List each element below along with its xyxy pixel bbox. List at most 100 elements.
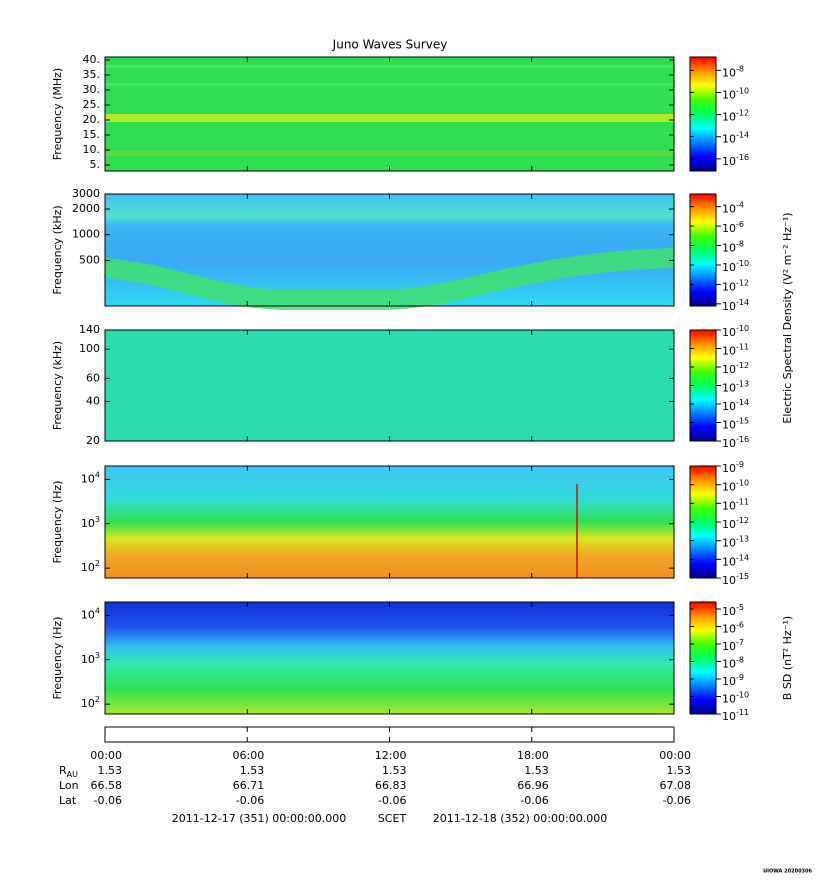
y-tick-label: 15.	[83, 128, 101, 141]
colorbar-tick-label: 10-6	[722, 620, 744, 636]
colorbar-tick-label-base: 10	[722, 419, 736, 432]
colorbar-tick-label-base: 10	[722, 675, 736, 688]
colorbar	[690, 330, 716, 441]
y-tick-label: 60	[86, 371, 100, 384]
colorbar-tick-label-script: -4	[736, 200, 744, 209]
row-value: 67.08	[660, 779, 692, 792]
colorbar-tick-label-base: 10	[722, 203, 736, 216]
colorbar-tick-label: 10-16	[722, 152, 749, 168]
x-tick-label: 18:00	[517, 749, 549, 762]
colorbar-tick-label: 10-8	[722, 655, 744, 671]
colorbar-tick-label-script: -8	[736, 64, 744, 73]
colorbar-tick-label-base: 10	[722, 622, 736, 635]
colorbar-tick-label: 10-11	[722, 342, 749, 358]
row-value: 66.83	[375, 779, 407, 792]
colorbar-tick-label-script: -16	[736, 152, 749, 161]
row-value: 66.58	[91, 779, 123, 792]
colorbar-tick-label: 10-10	[722, 258, 749, 274]
y-tick-label: 1000	[72, 228, 100, 241]
y-axis-label: Frequency (kHz)	[51, 205, 64, 294]
y-tick-label-base: 60	[86, 371, 100, 384]
colorbar-tick-label: 10-13	[722, 534, 749, 550]
y-tick-label-script: 4	[95, 470, 100, 479]
colorbar-tick-label-script: -10	[736, 324, 749, 333]
row-value: 1.53	[240, 764, 265, 777]
colorbar-tick-label-script: -6	[736, 220, 744, 229]
colorbar-tick-label: 10-4	[722, 200, 744, 216]
panel-image	[105, 602, 674, 714]
colorbar-tick-label-script: -15	[736, 572, 749, 581]
y-axis-label: Frequency (Hz)	[51, 617, 64, 700]
row-label-base: Lat	[59, 794, 77, 807]
row-label-script: AU	[67, 770, 78, 779]
colorbar-tick-label: 10-15	[722, 572, 749, 588]
colorbar-tick-label: 10-10	[722, 86, 749, 102]
colorbar-tick-label-base: 10	[722, 640, 736, 653]
y-tick-label-base: 1000	[72, 228, 100, 241]
colorbar-tick-label-base: 10	[722, 657, 736, 670]
colorbar-tick-label-base: 10	[722, 133, 736, 146]
colorbar-tick-label-base: 10	[722, 280, 736, 293]
row-label: Lat	[59, 794, 77, 807]
colorbar-tick-label-base: 10	[722, 363, 736, 376]
colorbar-tick-label: 10-12	[722, 361, 749, 377]
y-tick-label-base: 10	[81, 472, 95, 485]
y-tick-label-base: 10	[81, 697, 95, 710]
y-tick-label: 102	[81, 559, 100, 575]
y-tick-label: 35.	[83, 68, 101, 81]
chart-title: Juno Waves Survey	[332, 38, 448, 52]
y-tick-label-base: 100	[79, 342, 100, 355]
colorbar-tick-label-script: -8	[736, 239, 744, 248]
panel-image	[105, 151, 674, 156]
colorbar-tick-label-script: -5	[736, 602, 744, 611]
colorbar-tick-label-base: 10	[722, 345, 736, 358]
y-tick-label-base: 500	[79, 253, 100, 266]
colorbar-tick-label-script: -12	[736, 108, 749, 117]
y-tick-label-base: 10	[81, 517, 95, 530]
colorbar-tick-label: 10-14	[722, 130, 749, 146]
y-tick-label: 40.	[83, 53, 101, 66]
colorbar-tick-label: 10-11	[722, 497, 749, 513]
colorbar-tick-label: 10-14	[722, 297, 749, 313]
colorbar-tick-label-script: -14	[736, 297, 749, 306]
colorbar-tick-label-script: -12	[736, 516, 749, 525]
row-value: 66.96	[517, 779, 549, 792]
colorbar-tick-label-base: 10	[722, 400, 736, 413]
y-tick-label-base: 10	[81, 653, 95, 666]
colorbar-tick-label-base: 10	[722, 111, 736, 124]
row-value: 1.53	[667, 764, 692, 777]
y-tick-label-base: 30.	[83, 83, 101, 96]
colorbar-frame	[689, 56, 717, 172]
y-tick-label: 3000	[72, 187, 100, 200]
colorbar-tick-label-script: -10	[736, 258, 749, 267]
colorbar-tick-label: 10-10	[722, 478, 749, 494]
colorbar-tick-label-script: -10	[736, 690, 749, 699]
row-value: -0.06	[378, 794, 406, 807]
colorbar-tick-label-script: -11	[736, 342, 749, 351]
time-frame: SCET	[378, 812, 407, 825]
row-value: 66.71	[233, 779, 265, 792]
credit: UIOWA 20200306	[763, 869, 812, 875]
colorbar-frame	[689, 193, 717, 307]
colorbar-tick-label-base: 10	[722, 555, 736, 568]
colorbar-tick-label-base: 10	[722, 692, 736, 705]
colorbar-tick-label: 10-13	[722, 379, 749, 395]
y-tick-label-base: 10.	[83, 143, 101, 156]
y-tick-label: 140	[79, 323, 100, 336]
colorbar-tick-label-script: -10	[736, 86, 749, 95]
y-tick-label-base: 3000	[72, 187, 100, 200]
y-tick-label: 102	[81, 695, 100, 711]
y-tick-label-base: 15.	[83, 128, 101, 141]
y-axis-label: Frequency (MHz)	[51, 68, 64, 160]
x-tick-label: 00:00	[659, 749, 691, 762]
colorbar-tick-label-base: 10	[722, 66, 736, 79]
y-tick-label: 20.	[83, 113, 101, 126]
y-tick-label-base: 25.	[83, 98, 101, 111]
row-value: 1.53	[382, 764, 407, 777]
colorbar-tick-label-script: -9	[736, 672, 744, 681]
y-tick-label: 104	[81, 606, 100, 622]
start-time: 2011-12-17 (351) 00:00:00.000	[172, 812, 346, 825]
panel-image	[105, 114, 674, 122]
row-value: 1.53	[524, 764, 549, 777]
